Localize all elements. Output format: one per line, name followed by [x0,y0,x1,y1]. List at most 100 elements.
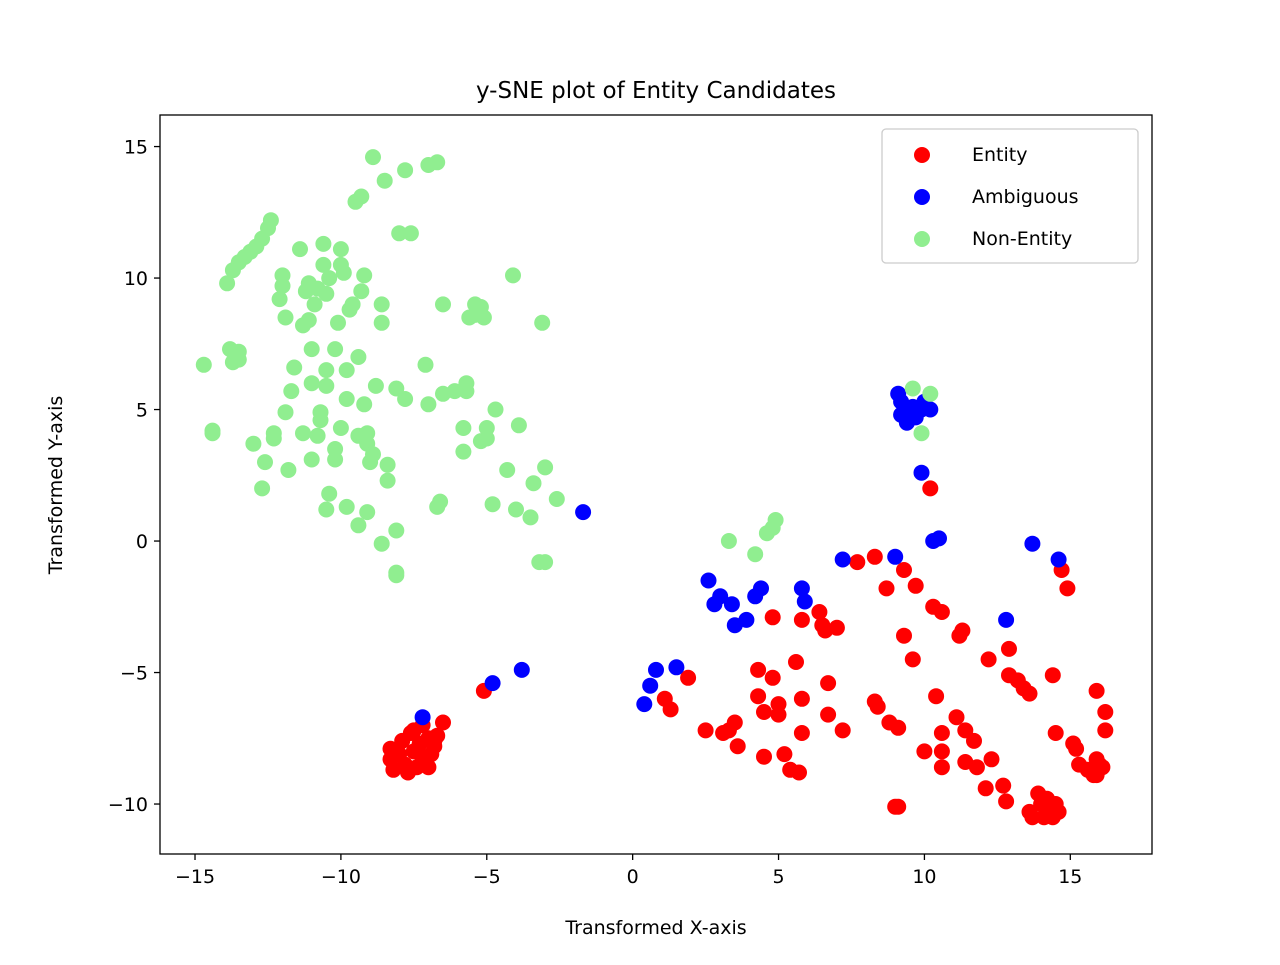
non-entity-point [350,349,367,365]
entity-point [770,706,787,723]
entity-point [662,701,679,718]
entity-point [980,651,997,668]
entity-point [904,651,921,668]
entity-point [729,738,746,755]
entity-point [680,669,697,686]
entity-point [726,714,743,731]
ambiguous-point [648,661,664,678]
entity-point [697,722,714,739]
ambiguous-point [834,551,851,568]
entity-point [793,725,810,741]
non-entity-point [435,296,451,313]
non-entity-point [475,309,492,326]
ambiguous-point [712,588,729,605]
non-entity-point [432,493,449,510]
non-entity-point [353,188,370,205]
entity-point [928,688,945,705]
non-entity-point [373,314,390,331]
non-entity-point [274,267,291,284]
entity-point [933,743,950,760]
entity-point [1068,740,1085,757]
non-entity-point [338,498,355,515]
non-entity-point [373,296,390,313]
entity-point [916,743,933,760]
x-tick-label: 15 [1058,866,1082,888]
legend-label-non-entity: Non-Entity [972,228,1072,250]
entity-point [933,725,950,741]
x-tick-label: −10 [321,866,361,888]
non-entity-point [922,385,939,402]
non-entity-point [455,443,472,460]
entity-point [896,627,912,644]
ambiguous-point [1050,551,1067,568]
non-entity-point [277,309,294,326]
non-entity-point [315,256,332,273]
non-entity-point [446,383,463,400]
entity-point [828,619,845,636]
entity-point [834,722,851,739]
entity-point [1094,759,1111,776]
plot-area-frame [159,114,1153,855]
x-tick-label: 0 [627,866,639,888]
legend-label-entity: Entity [972,144,1027,166]
non-entity-point [318,501,335,518]
non-entity-point [303,341,320,358]
non-entity-point [525,475,542,492]
y-tick-label: 0 [136,531,148,553]
x-tick-label: −5 [473,866,501,888]
ambiguous-point [723,596,740,613]
entity-point [933,759,950,776]
series-non-entity [195,149,939,584]
y-tick-label: 10 [124,268,148,290]
ambiguous-point [796,593,813,610]
entity-point [791,764,807,781]
entity-point [420,759,437,776]
series-ambiguous [414,385,1067,726]
non-entity-point [388,564,405,581]
non-entity-point [318,377,335,394]
non-entity-point [510,417,527,434]
entity-point [922,480,939,497]
non-entity-point [257,454,273,471]
entity-point [400,764,416,781]
non-entity-point [367,377,384,394]
non-entity-point [262,212,279,229]
non-entity-point [388,380,405,397]
non-entity-point [548,491,565,507]
y-tick-label: −5 [120,663,148,685]
non-entity-point [537,554,554,571]
non-entity-point [376,172,393,189]
entity-point [750,661,767,678]
non-entity-point [534,314,551,331]
entity-point [756,704,772,720]
non-entity-point [335,264,352,281]
non-entity-point [720,533,737,549]
entity-point [750,688,767,705]
entity-point [1047,725,1064,741]
non-entity-point [332,241,349,258]
non-entity-point [338,391,355,407]
non-entity-point [292,241,308,258]
legend-marker-non-entity [914,231,930,247]
x-tick-label: 5 [772,866,784,888]
non-entity-point [309,427,326,444]
non-entity-point [356,267,373,284]
entity-point [764,669,781,686]
ambiguous-point [753,580,769,597]
entity-point [1001,640,1017,657]
entity-point [756,748,772,765]
entity-point [1097,704,1114,720]
entity-point [788,654,804,670]
non-entity-point [484,496,501,513]
entity-point [811,604,828,620]
non-entity-point [338,362,355,379]
non-entity-point [767,512,784,528]
entity-point [968,759,985,776]
entity-point [890,798,907,815]
non-entity-point [356,396,373,413]
points-layer [195,149,1114,826]
ambiguous-point [642,677,659,694]
legend-marker-ambiguous [914,189,930,205]
non-entity-point [350,517,367,534]
non-entity-point [429,154,446,171]
